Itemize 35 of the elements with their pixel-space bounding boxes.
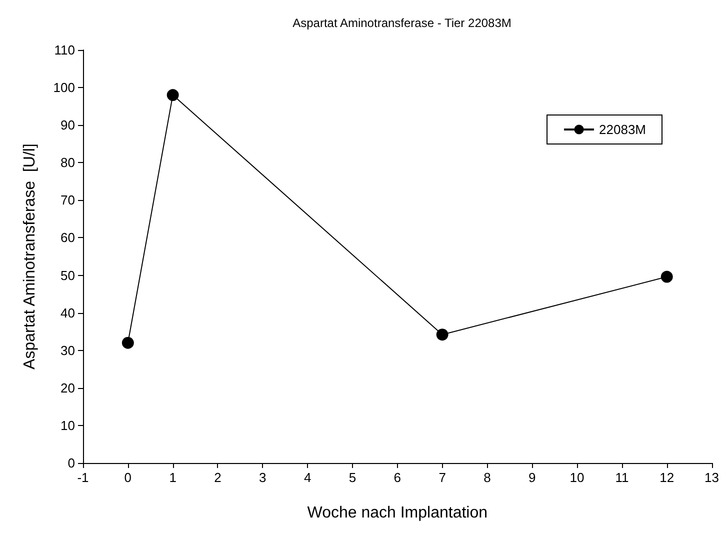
x-tick-label: 11 [615,470,629,485]
x-tick-label: 9 [528,470,536,485]
y-tick-label: 30 [60,342,75,358]
legend-label: 22083M [599,122,646,137]
y-tick-label: 70 [60,192,75,208]
x-axis-title: Woche nach Implantation [307,504,488,522]
y-tick-label: 100 [53,80,75,96]
y-tick-label: 80 [60,155,75,170]
x-tick-label: 13 [704,470,720,485]
x-tick-label: 6 [394,470,401,485]
y-tick-label: 40 [60,305,75,320]
y-axis-title: Aspartat Aminotransferase [U/l] [22,144,38,370]
point [122,336,134,349]
x-tick-label: 0 [124,470,132,485]
y-tick-label: 20 [60,380,75,396]
x-tick-label: 4 [304,470,312,485]
y-tick-label: 60 [60,230,75,246]
x-tick-label: 3 [259,470,266,485]
x-tick-label: 12 [660,470,674,485]
y-tick-label: 50 [60,268,75,283]
point [166,89,179,102]
x-tick-label: 10 [570,470,584,485]
point [660,270,673,283]
x-tick-label: 2 [214,470,222,485]
y-tick-label: 110 [54,42,75,58]
point [436,328,448,341]
x-tick-label: -1 [77,470,89,485]
y-tick-label: 90 [60,118,75,133]
chart-title: Aspartat Aminotransferase - Tier 22083M [292,16,512,30]
y-tick-label: 0 [68,456,75,470]
y-tick-label: 10 [60,418,75,433]
x-tick-label: 7 [438,470,446,485]
x-tick-label: 5 [348,470,356,485]
x-tick-label: 8 [484,470,491,485]
x-tick-label: 1 [169,470,176,485]
